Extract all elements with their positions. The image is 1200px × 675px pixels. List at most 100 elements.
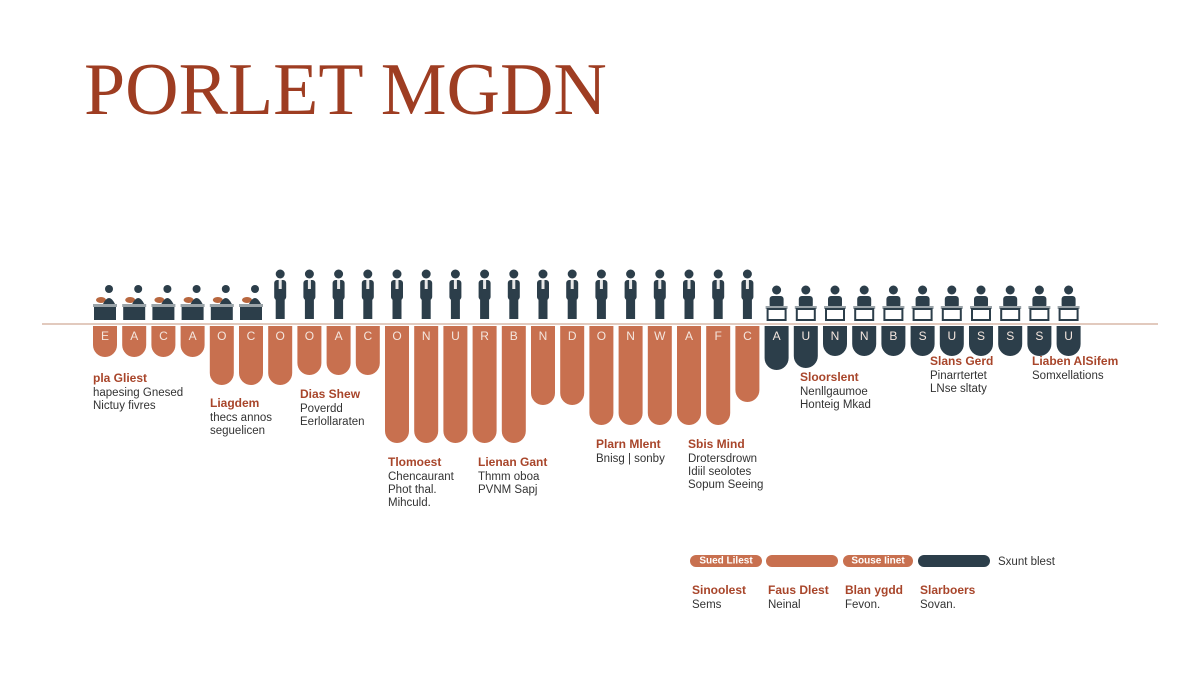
annotation-text: Sopum Seeing (688, 479, 763, 491)
body (653, 280, 666, 300)
column-bar (560, 326, 585, 405)
column-letter: U (1064, 329, 1073, 343)
legs (596, 299, 606, 319)
desk-top (209, 304, 234, 307)
desk (824, 306, 846, 309)
desk (911, 306, 934, 309)
desk-item (183, 297, 194, 303)
desk (765, 306, 788, 309)
head (392, 269, 402, 279)
legs (684, 299, 694, 319)
person-icon (940, 285, 963, 321)
annotation-text: LNse sltaty (930, 383, 987, 395)
head (304, 269, 314, 279)
column-bar (239, 326, 263, 385)
desk (181, 306, 204, 320)
legs (509, 299, 519, 319)
person-icon (824, 285, 846, 321)
head (163, 285, 172, 293)
column-letter: O (597, 329, 606, 343)
column-letter: S (1035, 329, 1043, 343)
annotation-text: seguelicen (210, 425, 265, 437)
head (830, 285, 840, 295)
column-letter: U (947, 329, 956, 343)
head (363, 269, 373, 279)
legs (538, 299, 548, 319)
person-icon (1028, 285, 1051, 321)
body (595, 280, 608, 300)
head (772, 285, 782, 295)
column-letter: R (480, 329, 489, 343)
annotation-title: Lienan Gant (478, 455, 547, 469)
desk-item (96, 297, 106, 303)
column-letter: S (977, 329, 985, 343)
annotation-title: Sbis Mind (688, 437, 745, 451)
column-letter: O (276, 329, 285, 343)
body (886, 296, 901, 308)
annotation-title: Dias Shew (300, 387, 361, 401)
column-letter: O (217, 329, 226, 343)
head (567, 269, 577, 279)
column-bar (414, 326, 439, 443)
column-bar (969, 326, 993, 356)
column-bar (647, 326, 672, 425)
annotation-title: Plarn Mlent (596, 437, 661, 451)
body (219, 298, 232, 304)
body (1061, 296, 1076, 308)
column-bar (823, 326, 847, 356)
legs (275, 299, 285, 319)
desk-legs (971, 308, 991, 321)
body (712, 280, 725, 300)
shirt (278, 280, 282, 289)
person-icon (882, 285, 905, 321)
head (947, 285, 957, 295)
column-bar (998, 326, 1023, 356)
person-icon (653, 269, 666, 319)
annotation-text: Honteig Mkad (800, 399, 871, 411)
head (742, 269, 752, 279)
head (538, 269, 548, 279)
legs (450, 299, 460, 319)
column-letter: A (773, 329, 781, 343)
column-bar (122, 326, 147, 357)
body (361, 280, 374, 300)
legs (334, 299, 344, 319)
legs (713, 299, 723, 319)
body (103, 298, 115, 304)
head (450, 269, 460, 279)
body (478, 280, 491, 300)
column-bar (268, 326, 293, 386)
footer-text: Neinal (768, 599, 801, 611)
body (249, 298, 261, 304)
body (915, 296, 930, 308)
body (769, 296, 784, 308)
person-icon (765, 285, 788, 321)
legs (567, 299, 577, 319)
body (857, 296, 872, 308)
legend-pill (766, 555, 838, 567)
shirt (599, 280, 603, 289)
annotation-text: Drotersdrown (688, 453, 757, 465)
body (132, 298, 145, 304)
legs (304, 299, 314, 319)
head (626, 269, 636, 279)
head (421, 269, 431, 279)
head (1064, 285, 1074, 295)
person-icon (332, 269, 345, 319)
shirt (483, 280, 487, 289)
head (334, 269, 344, 279)
column-letter: N (626, 329, 635, 343)
annotation-text: thecs annos (210, 412, 272, 424)
body (1032, 296, 1047, 308)
column-letter: U (451, 329, 460, 343)
legs (626, 299, 636, 319)
person-icon (853, 285, 876, 321)
legend-pill (690, 555, 762, 567)
person-icon (537, 269, 549, 319)
desk-top (122, 304, 147, 307)
person-icon (420, 269, 433, 319)
annotation-text: Somxellations (1032, 370, 1104, 382)
legend-pill-label: Souse Iinet (851, 556, 905, 567)
legend-pill (843, 555, 913, 567)
annotation-title: pla Gliest (93, 371, 147, 385)
